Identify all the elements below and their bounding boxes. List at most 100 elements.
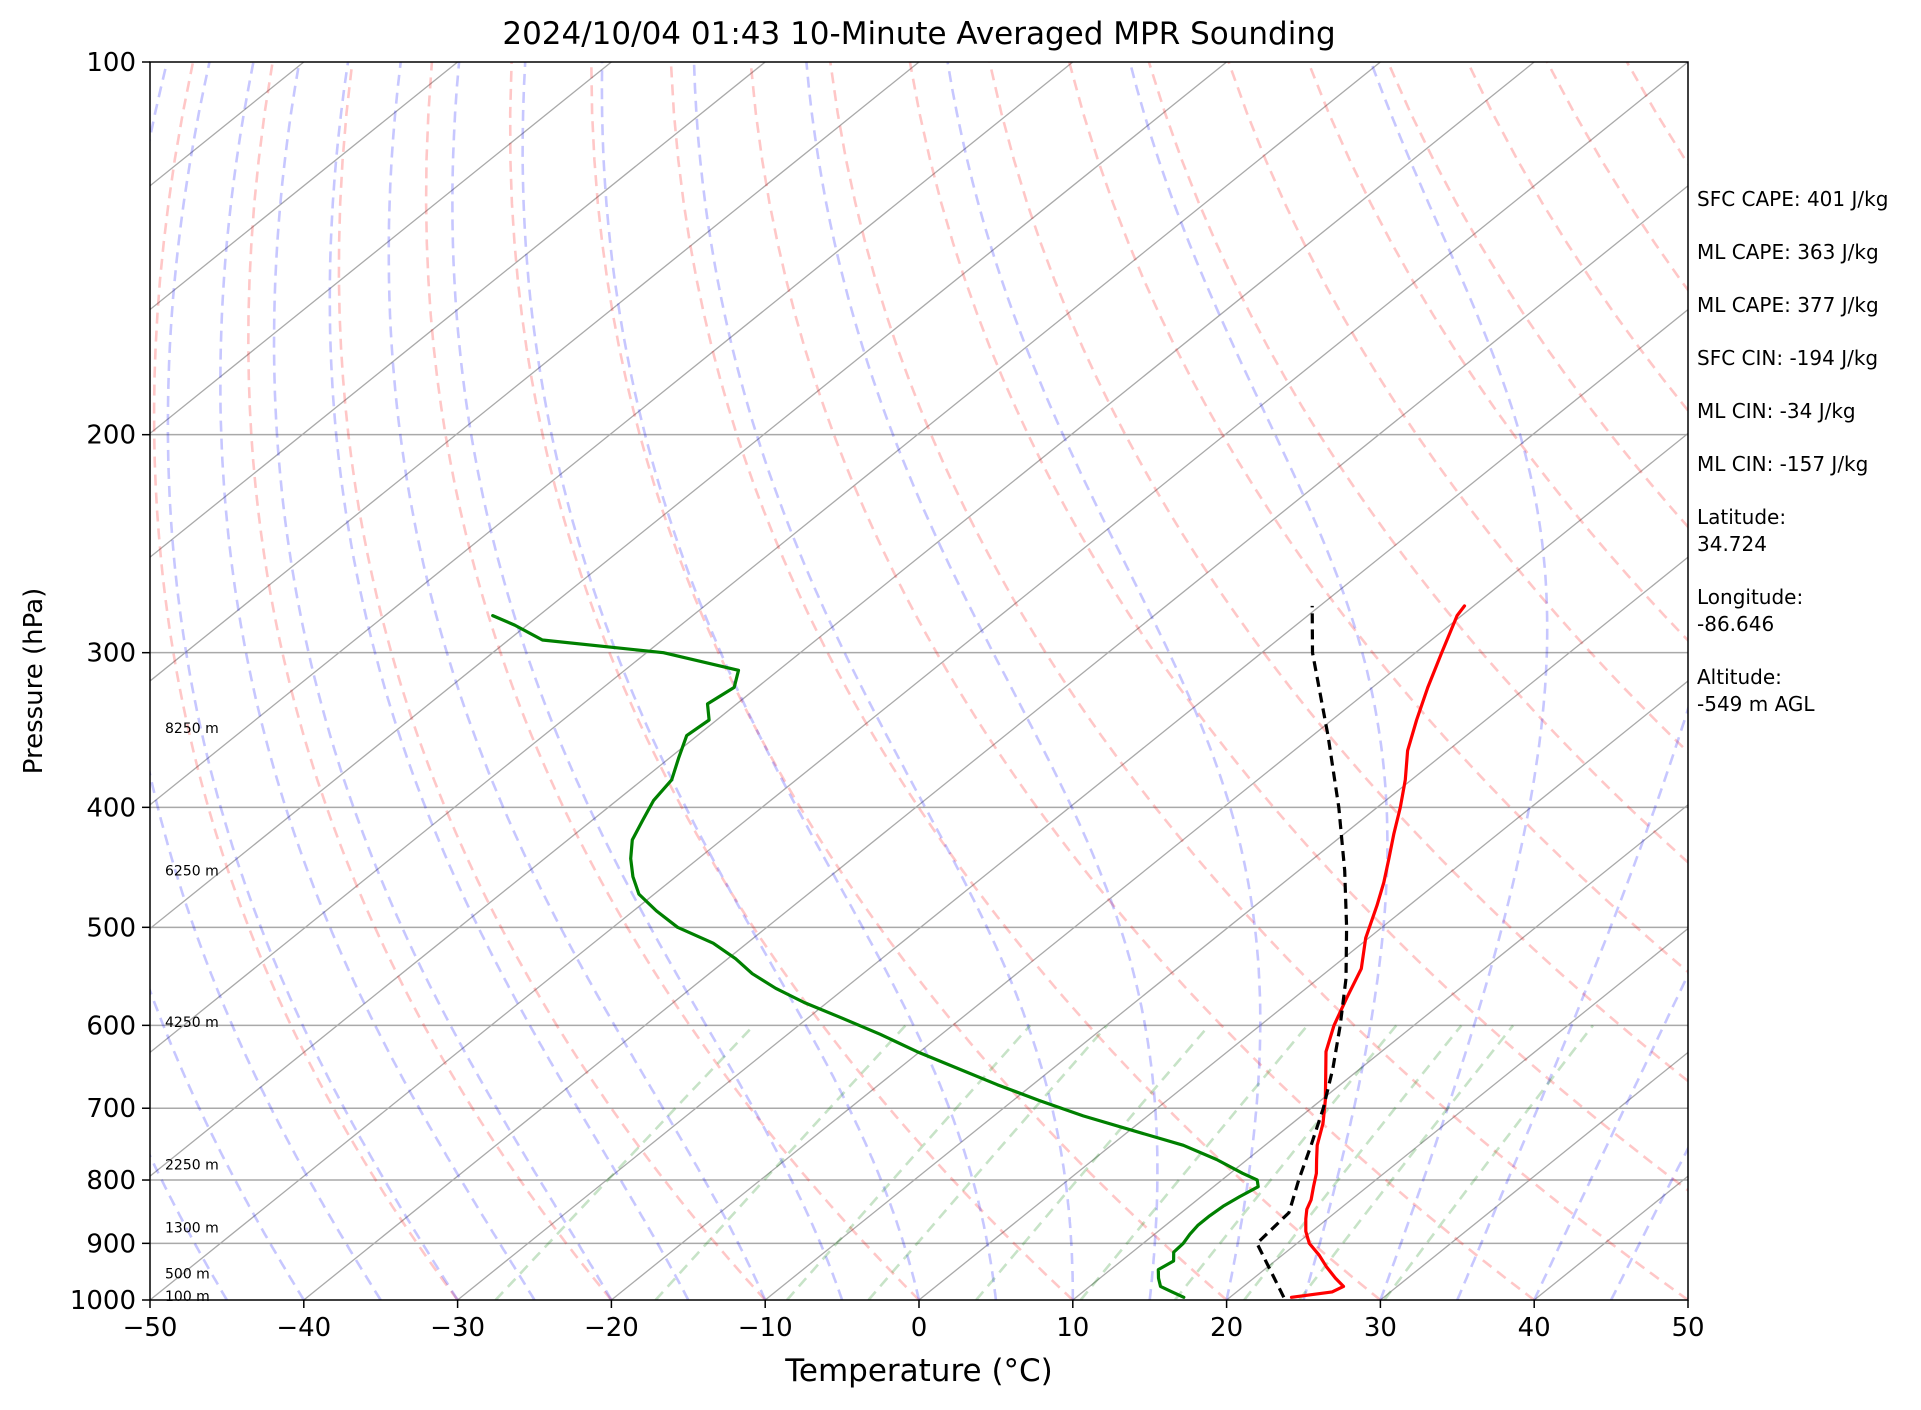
y-tick-label: 100: [86, 48, 136, 78]
dry-adiabat-line: [1227, 62, 1688, 754]
y-tick-label: 800: [86, 1166, 136, 1196]
mixing-ratio-line: [1173, 1024, 1398, 1300]
ml-cin-2: ML CIN: -157 J/kg: [1697, 452, 1869, 476]
longitude-value: -86.646: [1697, 612, 1775, 636]
mixing-ratio-line: [1298, 1024, 1515, 1300]
chart-title: 2024/10/04 01:43 10-Minute Averaged MPR …: [502, 16, 1335, 52]
height-label: 8250 m: [165, 721, 219, 737]
mixing-ratio-line: [867, 1024, 1109, 1300]
ml-cape-1: ML CAPE: 363 J/kg: [1697, 240, 1879, 264]
altitude-label: Altitude:: [1697, 665, 1782, 689]
isotherm-line: [150, 62, 1074, 806]
moist-adiabat-line: [328, 62, 690, 1300]
mixing-ratio-line: [1243, 1024, 1463, 1300]
moist-adiabat-line: [946, 62, 1262, 1300]
ml-cin-1: ML CIN: -34 J/kg: [1697, 399, 1856, 423]
y-tick-label: 600: [86, 1011, 136, 1041]
moist-adiabat-line: [692, 62, 1075, 1300]
dry-adiabat-line: [337, 62, 767, 1300]
y-tick-label: 700: [86, 1094, 136, 1124]
height-label: 4250 m: [165, 1015, 219, 1031]
dry-adiabat-line: [908, 62, 1688, 1192]
x-tick-label: 30: [1364, 1313, 1397, 1343]
mixing-ratio-line: [654, 1024, 907, 1300]
height-label: 2250 m: [165, 1157, 219, 1173]
latitude: Latitude: 34.724: [1697, 504, 1917, 558]
data-series: [491, 604, 1467, 1299]
isotherm-line: [1072, 803, 1688, 1300]
y-axis: 100 200 300 400 500 600 700 800 900 1000: [70, 48, 150, 1316]
y-tick-label: 500: [86, 913, 136, 943]
y-tick-label: 200: [86, 421, 136, 451]
moist-adiabat-line: [1533, 971, 1688, 1300]
isotherm-line: [150, 62, 1228, 930]
moist-adiabat-line: [150, 62, 382, 1300]
moist-adiabat-line: [600, 62, 998, 1300]
height-label: 100 m: [165, 1289, 210, 1305]
moist-adiabat-line: [166, 62, 459, 1300]
moist-adiabat-line: [805, 62, 1159, 1300]
sfc-cin: SFC CIN: -194 J/kg: [1697, 346, 1879, 370]
dry-adiabat-line: [1147, 62, 1688, 865]
dry-adiabat-line: [749, 62, 1535, 1300]
sounding-stats: SFC CAPE: 401 J/kg ML CAPE: 363 J/kg ML …: [1697, 186, 1917, 744]
dry-adiabat-line: [424, 62, 920, 1300]
x-tick-label: 0: [911, 1313, 928, 1343]
moist-adiabat-line: [1128, 62, 1389, 1300]
mixing-ratio-line: [1383, 1024, 1595, 1300]
parcel-line: [1255, 605, 1349, 1299]
dry-adiabat-line: [988, 62, 1688, 1083]
mixing-ratio-line: [494, 1024, 755, 1300]
height-label: 500 m: [165, 1267, 210, 1283]
longitude-label: Longitude:: [1697, 585, 1804, 609]
x-tick-label: 10: [1056, 1313, 1089, 1343]
longitude: Longitude: -86.646: [1697, 584, 1917, 638]
latitude-value: 34.724: [1697, 532, 1767, 556]
isotherm-line: [1379, 1051, 1688, 1300]
isotherm-line: [150, 62, 612, 435]
moist-adiabat-line: [451, 62, 844, 1300]
x-axis-label: Temperature (°C): [784, 1353, 1053, 1389]
temperature-line: [1289, 604, 1467, 1299]
dry-adiabat-line: [152, 62, 459, 1300]
x-tick-label: −40: [276, 1313, 331, 1343]
dewpoint-line: [491, 613, 1260, 1299]
x-axis: −50 −40 −30 −20 −10 0 10 20 30 40 50: [123, 1300, 1705, 1343]
isotherm-line: [457, 308, 1688, 1300]
moist-adiabat-line: [1609, 1145, 1688, 1300]
dry-adiabat-line: [508, 62, 1074, 1300]
moist-adiabat-line: [1369, 62, 1549, 1300]
isotherm-line: [150, 62, 1688, 1300]
dry-adiabat-line: [1067, 62, 1688, 974]
y-tick-label: 400: [86, 793, 136, 823]
isotherm-line: [150, 62, 766, 559]
dry-adiabat-line: [829, 62, 1688, 1300]
x-tick-label: 50: [1671, 1313, 1704, 1343]
moist-adiabat-line: [1456, 62, 1688, 1300]
isotherm-line: [1226, 927, 1688, 1300]
isotherm-line: [150, 62, 1535, 1178]
x-tick-label: −50: [123, 1313, 178, 1343]
ml-cape-2: ML CAPE: 377 J/kg: [1697, 293, 1879, 317]
isotherm-line: [303, 184, 1688, 1300]
moist-adiabat-line: [521, 62, 921, 1300]
y-axis-label: Pressure (hPa): [19, 588, 49, 775]
mixing-ratio-line: [1079, 1024, 1309, 1300]
x-tick-label: 20: [1210, 1313, 1243, 1343]
x-tick-label: −30: [430, 1313, 485, 1343]
isotherm-line: [150, 62, 920, 682]
isotherm-line: [918, 680, 1688, 1300]
isotherm-line: [150, 62, 1381, 1054]
altitude-value: -549 m AGL: [1697, 692, 1815, 716]
moist-adiabat-line: [219, 62, 536, 1300]
x-tick-label: −20: [584, 1313, 639, 1343]
sfc-cape: SFC CAPE: 401 J/kg: [1697, 187, 1889, 211]
y-tick-label: 900: [86, 1229, 136, 1259]
moist-adiabat-line: [150, 1152, 229, 1300]
dry-adiabat-line: [590, 62, 1228, 1300]
altitude: Altitude: -549 m AGL: [1697, 664, 1917, 718]
x-tick-label: 40: [1518, 1313, 1551, 1343]
isotherm-line: [610, 432, 1688, 1300]
height-label: 1300 m: [165, 1221, 219, 1237]
